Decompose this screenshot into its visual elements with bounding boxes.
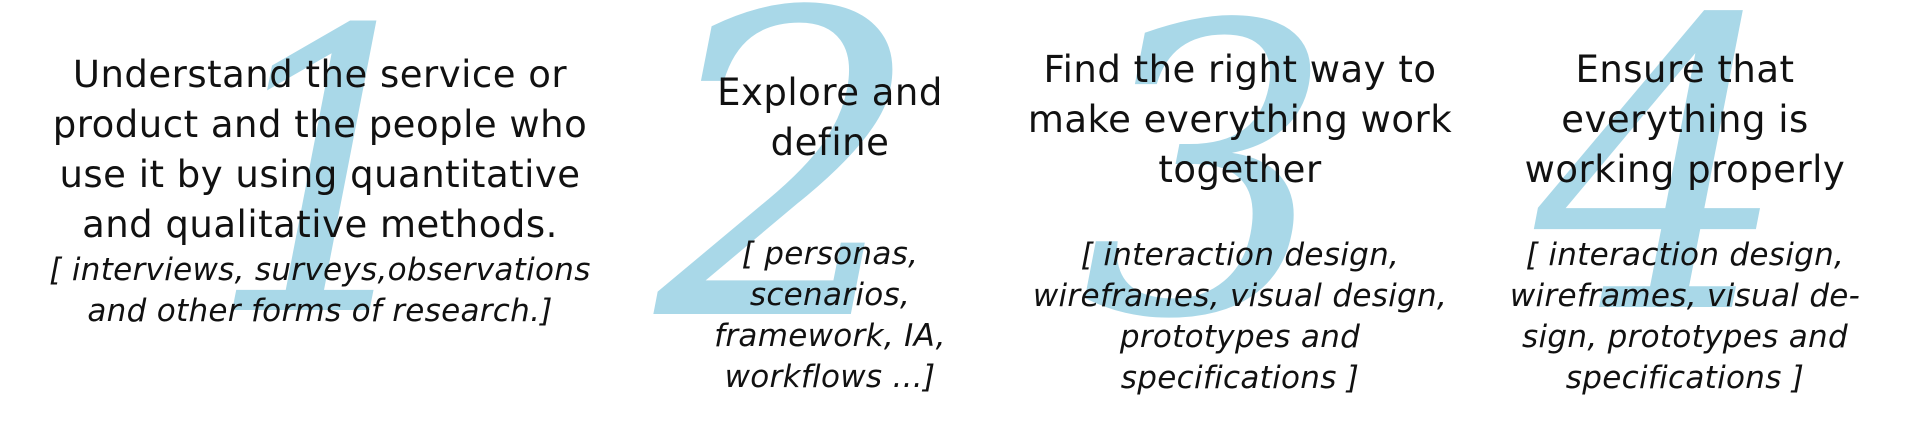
- step-2-title: Explore and define: [717, 71, 943, 164]
- step-4-methods: [ interaction design, wireframes, visual…: [1509, 237, 1861, 396]
- step-3-title: Find the right way to make everything wo…: [1027, 48, 1453, 191]
- step-4: Ensure that everything is working proper…: [1485, 45, 1885, 399]
- step-3: Find the right way to make everything wo…: [1020, 45, 1460, 399]
- step-4-title: Ensure that everything is working proper…: [1524, 48, 1846, 191]
- step-2-methods: [ personas, scenarios, framework, IA, wo…: [714, 236, 946, 395]
- step-2: Explore and define [ personas, scenarios…: [680, 68, 980, 398]
- step-3-methods: [ interaction design, wireframes, visual…: [1032, 237, 1448, 396]
- step-1: Understand the service or product and th…: [40, 50, 600, 332]
- step-1-title: Understand the service or product and th…: [52, 53, 588, 246]
- step-1-methods: [ interviews, surveys,observations and o…: [49, 252, 591, 329]
